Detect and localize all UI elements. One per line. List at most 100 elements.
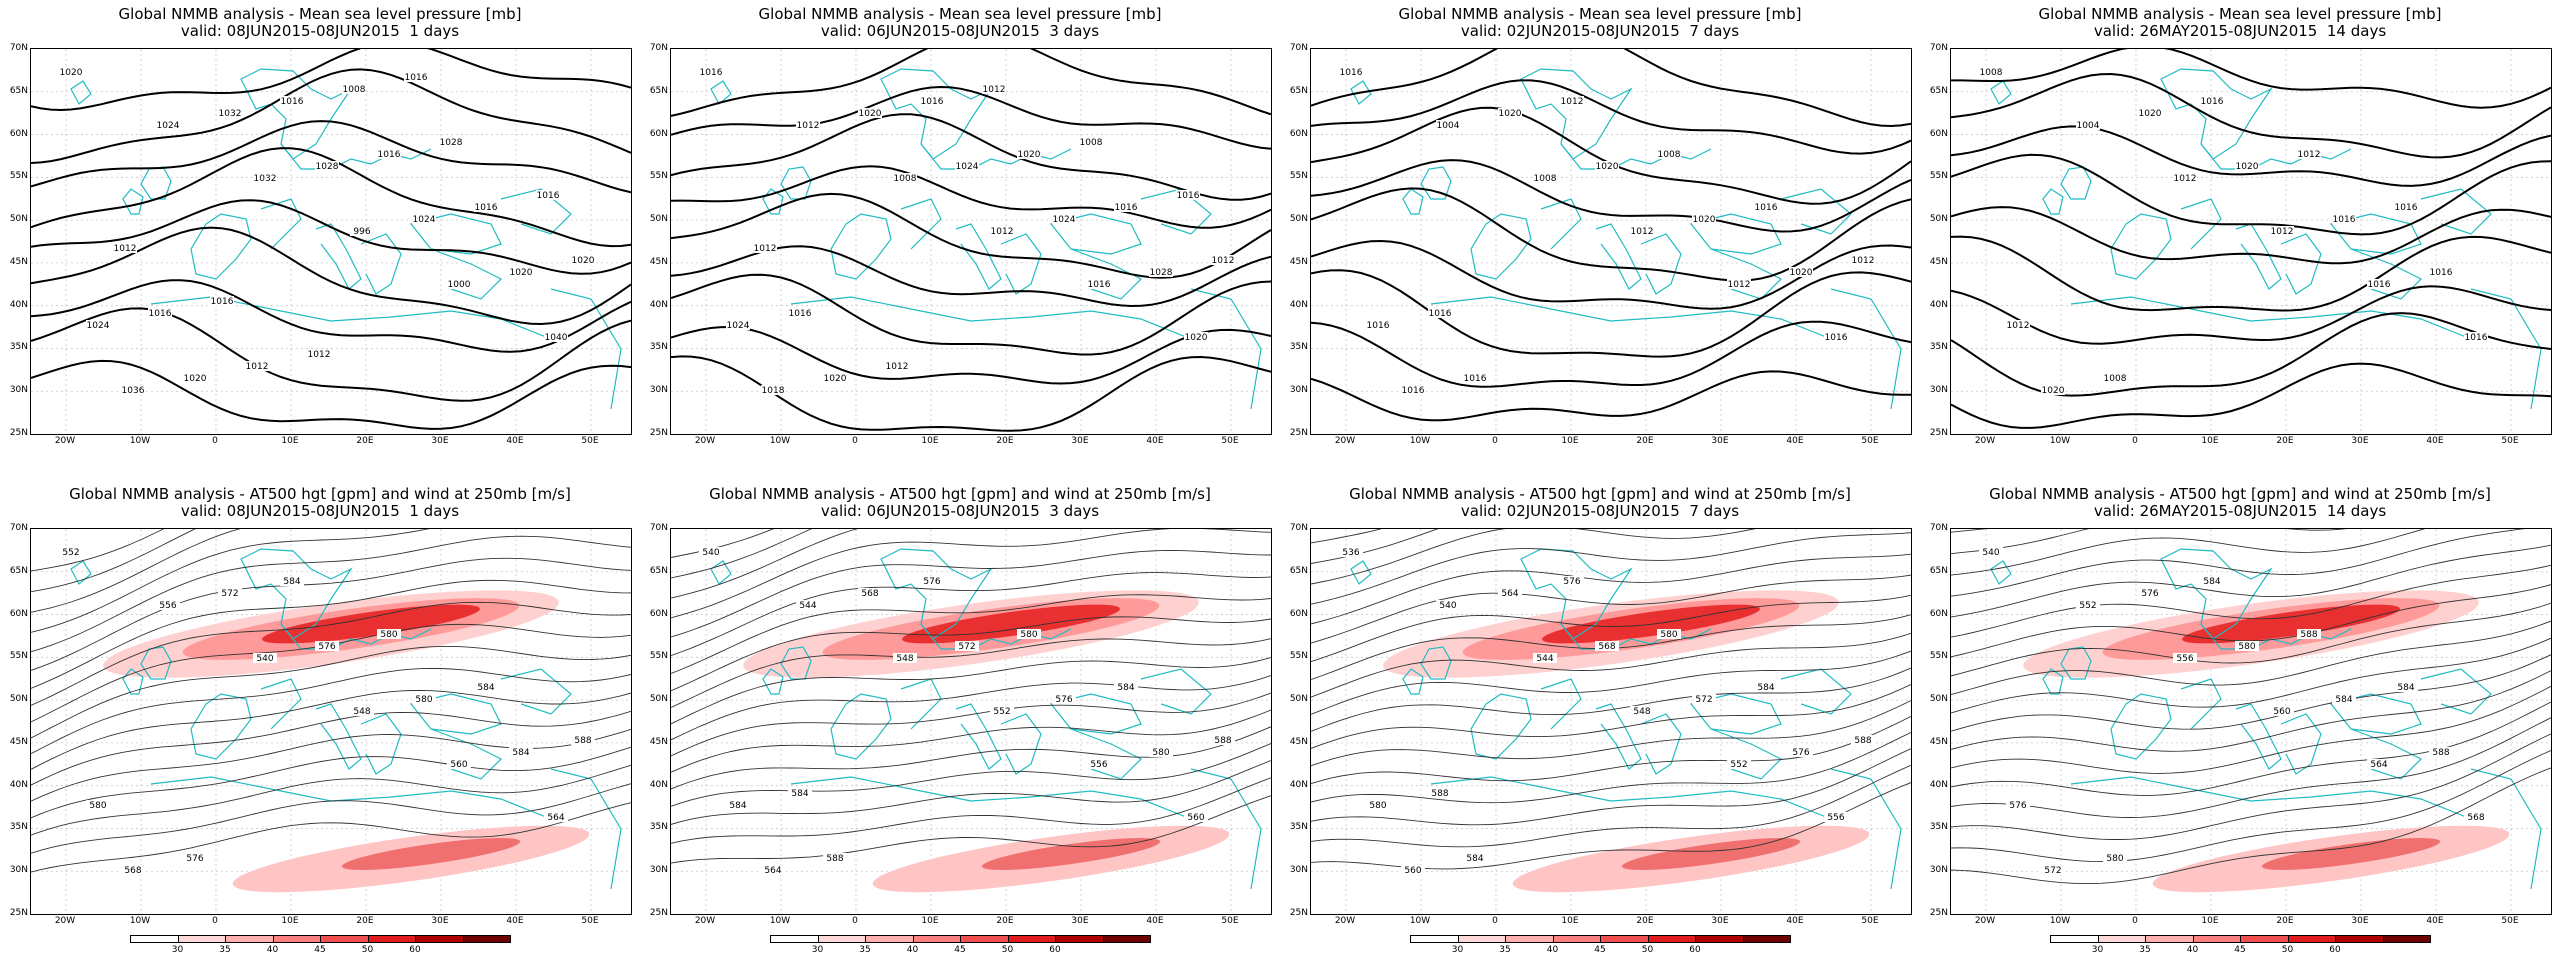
contour-label: 548 bbox=[1633, 707, 1650, 717]
lon-label: 0 bbox=[212, 916, 218, 926]
contour-label-bg bbox=[2367, 279, 2391, 289]
contour-label: 572 bbox=[958, 642, 975, 652]
lat-label: 25N bbox=[649, 908, 668, 918]
contour-line bbox=[671, 529, 813, 579]
map-panel-mslp-3d: Global NMMB analysis - Mean sea level pr… bbox=[640, 0, 1280, 480]
contour-label: 584 bbox=[512, 748, 529, 758]
lat-label: 60N bbox=[9, 608, 28, 619]
lat-label: 40N bbox=[1929, 779, 1948, 790]
contour-label: 1016 bbox=[475, 203, 498, 213]
coastline bbox=[1990, 560, 2012, 585]
contour-label-bg bbox=[474, 682, 498, 692]
contour-label-bg bbox=[2076, 120, 2100, 130]
coastline bbox=[2420, 188, 2492, 235]
contour-line bbox=[31, 307, 631, 402]
contour-label-bg bbox=[1657, 629, 1681, 639]
contour-label: 1028 bbox=[316, 162, 339, 172]
lon-label: 20E bbox=[1636, 436, 1654, 446]
contour-line bbox=[31, 529, 165, 572]
coastline bbox=[1990, 80, 2012, 105]
contour-label-bg bbox=[1052, 214, 1076, 224]
lat-label: 40N bbox=[1289, 779, 1308, 790]
contour-label: 588 bbox=[574, 736, 591, 746]
contour-label-bg bbox=[2006, 800, 2030, 810]
contour-label: 576 bbox=[2141, 589, 2158, 599]
lat-label: 60N bbox=[9, 128, 28, 139]
colorbar-swatch bbox=[2240, 935, 2289, 943]
contour-label-bg bbox=[1401, 385, 1425, 395]
lon-label: 30E bbox=[1711, 916, 1729, 926]
contour-line bbox=[1311, 320, 1911, 388]
contour-label: 1016 bbox=[1340, 68, 1363, 78]
contour-label: 1008 bbox=[894, 174, 917, 184]
contour-label-bg bbox=[59, 547, 83, 557]
coastline bbox=[2235, 703, 2282, 770]
colorbar-tick: 60 bbox=[2329, 945, 2341, 955]
contour-line bbox=[1311, 532, 1911, 605]
contour-label: 1020 bbox=[1596, 162, 1619, 172]
contour-line bbox=[1311, 529, 1383, 544]
contour-label: 1020 bbox=[2236, 162, 2259, 172]
contour-label-bg bbox=[2200, 96, 2224, 106]
coastline bbox=[240, 68, 353, 160]
coastline bbox=[2350, 728, 2423, 780]
contour-line bbox=[1311, 529, 1756, 585]
contour-label: 580 bbox=[1369, 801, 1386, 811]
contour-label-bg bbox=[412, 214, 436, 224]
colorbar-swatch bbox=[2050, 935, 2099, 943]
coastline bbox=[2042, 668, 2064, 695]
contour-label-bg bbox=[2041, 385, 2065, 395]
contour-label: 1012 bbox=[1212, 256, 1235, 266]
lon-label: 0 bbox=[212, 436, 218, 446]
contour-label-bg bbox=[544, 812, 568, 822]
contour-label: 540 bbox=[256, 654, 273, 664]
coastline bbox=[1780, 668, 1852, 715]
contour-label: 580 bbox=[2238, 642, 2255, 652]
coastline bbox=[2070, 776, 2472, 820]
contour-label-bg bbox=[1184, 812, 1208, 822]
contour-label: 588 bbox=[826, 854, 843, 864]
coastline bbox=[920, 623, 1072, 650]
coastline bbox=[1190, 768, 1262, 890]
contour-line bbox=[31, 120, 631, 194]
contour-label-bg bbox=[920, 576, 944, 586]
coastline bbox=[762, 668, 784, 695]
contour-label-bg bbox=[474, 202, 498, 212]
contour-label-bg bbox=[1463, 373, 1487, 383]
contour-line bbox=[671, 165, 1271, 229]
contour-label: 568 bbox=[861, 589, 878, 599]
contour-label-bg bbox=[796, 600, 820, 610]
lat-label: 60N bbox=[1929, 128, 1948, 139]
lat-label: 40N bbox=[1289, 299, 1308, 310]
colorbar-swatch bbox=[2097, 935, 2146, 943]
contour-label-bg bbox=[121, 385, 145, 395]
panel-subtitle: valid: 08JUN2015-08JUN2015 1 days bbox=[180, 22, 460, 40]
contour-label-bg bbox=[1211, 255, 1235, 265]
contour-line bbox=[1311, 594, 1911, 663]
contour-label-bg bbox=[2297, 629, 2321, 639]
contour-label: 544 bbox=[1536, 654, 1553, 664]
panel-title: Global NMMB analysis - Mean sea level pr… bbox=[2038, 5, 2442, 23]
contour-label: 1024 bbox=[157, 121, 180, 131]
lon-label: 40E bbox=[2426, 916, 2444, 926]
colorbar-swatch bbox=[817, 935, 866, 943]
coastline bbox=[122, 668, 144, 695]
contour-label-bg bbox=[1560, 576, 1584, 586]
lat-label: 50N bbox=[649, 694, 668, 705]
lon-label: 50E bbox=[1861, 916, 1879, 926]
contour-line bbox=[1951, 717, 2551, 818]
colorbar-swatch bbox=[2335, 935, 2384, 943]
contour-label: 580 bbox=[89, 801, 106, 811]
contour-label-bg bbox=[59, 67, 83, 77]
coastline bbox=[360, 233, 402, 295]
lon-label: 10W bbox=[769, 436, 791, 446]
contour-line bbox=[1311, 684, 1911, 749]
contour-label-bg bbox=[2367, 759, 2391, 769]
contour-label-bg bbox=[447, 759, 471, 769]
contour-label: 1008 bbox=[343, 85, 366, 95]
contour-label: 1016 bbox=[1464, 374, 1487, 384]
lon-label: 0 bbox=[2132, 916, 2138, 926]
colorbar-swatch bbox=[130, 935, 179, 943]
contour-label: 1028 bbox=[440, 138, 463, 148]
contour-line bbox=[1311, 574, 1911, 644]
